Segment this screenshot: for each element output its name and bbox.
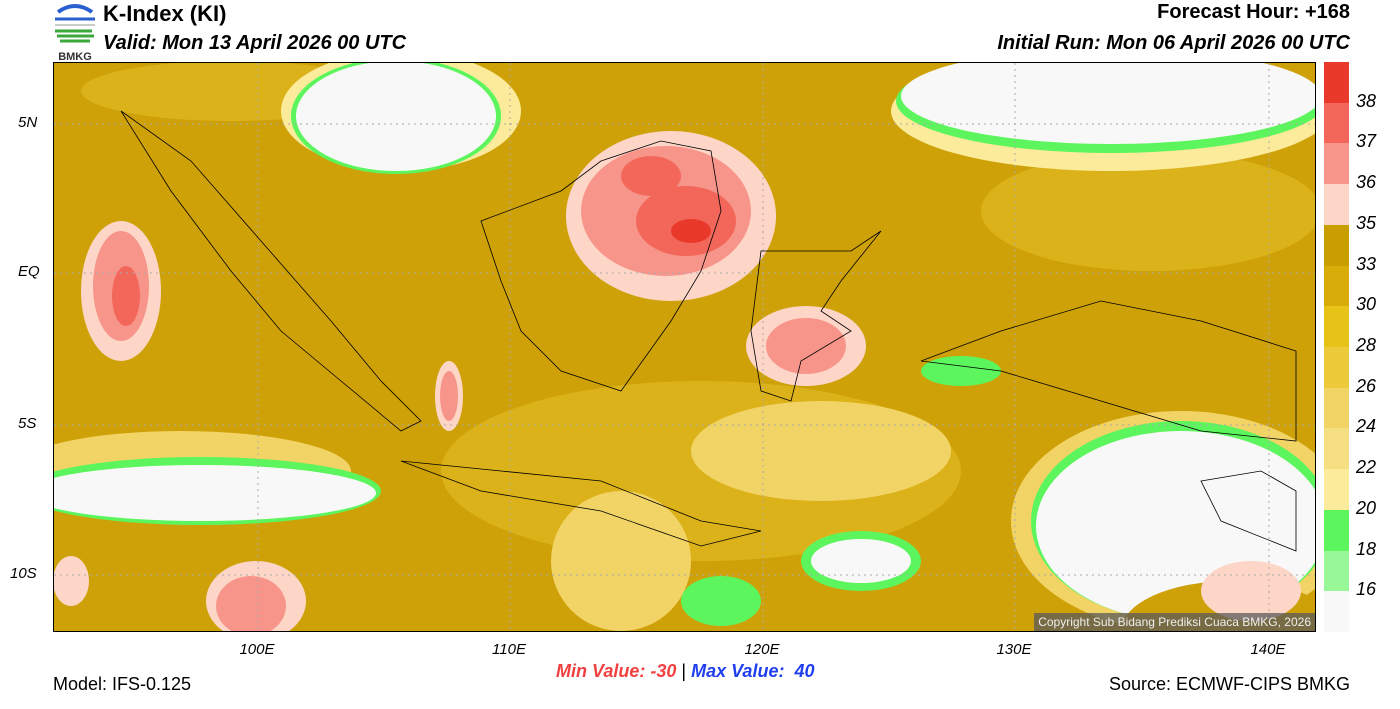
map-title: K-Index (KI) xyxy=(103,1,227,26)
colorbar-label: 28 xyxy=(1356,335,1377,355)
colorbar-segment xyxy=(1324,347,1349,389)
lat-label: 5S xyxy=(18,415,37,432)
bmkg-logo: BMKG xyxy=(52,2,98,63)
lat-label: 5N xyxy=(18,114,38,131)
colorbar-segment xyxy=(1324,184,1349,226)
copyright-notice: Copyright Sub Bidang Prediksi Cuaca BMKG… xyxy=(1034,613,1315,631)
colorbar-segment xyxy=(1324,428,1349,470)
colorbar-label: 38 xyxy=(1356,90,1377,111)
colorbar-label: 26 xyxy=(1356,375,1377,396)
source-label: Source: ECMWF-CIPS BMKG xyxy=(1108,674,1350,694)
lon-label: 100E xyxy=(239,641,275,658)
lon-label: 140E xyxy=(1250,641,1286,658)
colorbar-segment xyxy=(1324,550,1349,592)
colorbar-segment xyxy=(1324,469,1349,511)
lat-label: 10S xyxy=(10,565,37,582)
colorbar-label: 22 xyxy=(1356,457,1377,478)
max-value: Max Value: 40 xyxy=(691,661,815,681)
forecast-hour: Forecast Hour: +168 xyxy=(1157,1,1350,23)
colorbar-label: 20 xyxy=(1356,497,1377,518)
colorbar-segment xyxy=(1324,591,1349,633)
logo-text: BMKG xyxy=(58,51,92,63)
valid-time: Valid: Mon 13 April 2026 00 UTC xyxy=(103,32,407,54)
lon-label: 130E xyxy=(996,641,1032,658)
colorbar-segment xyxy=(1324,509,1349,552)
colorbar-segment xyxy=(1324,306,1349,348)
colorbar-label: 24 xyxy=(1356,416,1377,437)
colorbar-segment xyxy=(1324,62,1349,104)
lon-label: 120E xyxy=(744,641,780,658)
lon-label: 110E xyxy=(492,641,526,658)
coastlines xyxy=(120,110,1297,552)
colorbar-label: 18 xyxy=(1356,538,1377,559)
min-max-values: Min Value: -30 | Max Value: 40 xyxy=(556,661,814,682)
lat-label: EQ xyxy=(18,263,40,280)
colorbar-segment xyxy=(1324,265,1349,307)
k-index-map[interactable]: Copyright Sub Bidang Prediksi Cuaca BMKG… xyxy=(53,62,1316,632)
model-label: Model: IFS-0.125 xyxy=(53,674,192,694)
colorbar-segment xyxy=(1324,143,1349,185)
colorbar-label: 36 xyxy=(1356,172,1377,193)
colorbar-label: 30 xyxy=(1356,294,1377,315)
initial-run: Initial Run: Mon 06 April 2026 00 UTC xyxy=(997,32,1350,54)
colorbar-segment xyxy=(1324,387,1349,429)
separator: | xyxy=(681,661,687,681)
colorbar-segment xyxy=(1324,224,1349,267)
colorbar-label: 16 xyxy=(1356,579,1377,600)
colorbar-label: 33 xyxy=(1356,253,1377,274)
colorbar-label: 37 xyxy=(1356,131,1377,152)
colorbar-label: 35 xyxy=(1356,212,1377,233)
min-value: Min Value: -30 xyxy=(556,661,677,681)
colorbar-segment xyxy=(1324,102,1349,144)
